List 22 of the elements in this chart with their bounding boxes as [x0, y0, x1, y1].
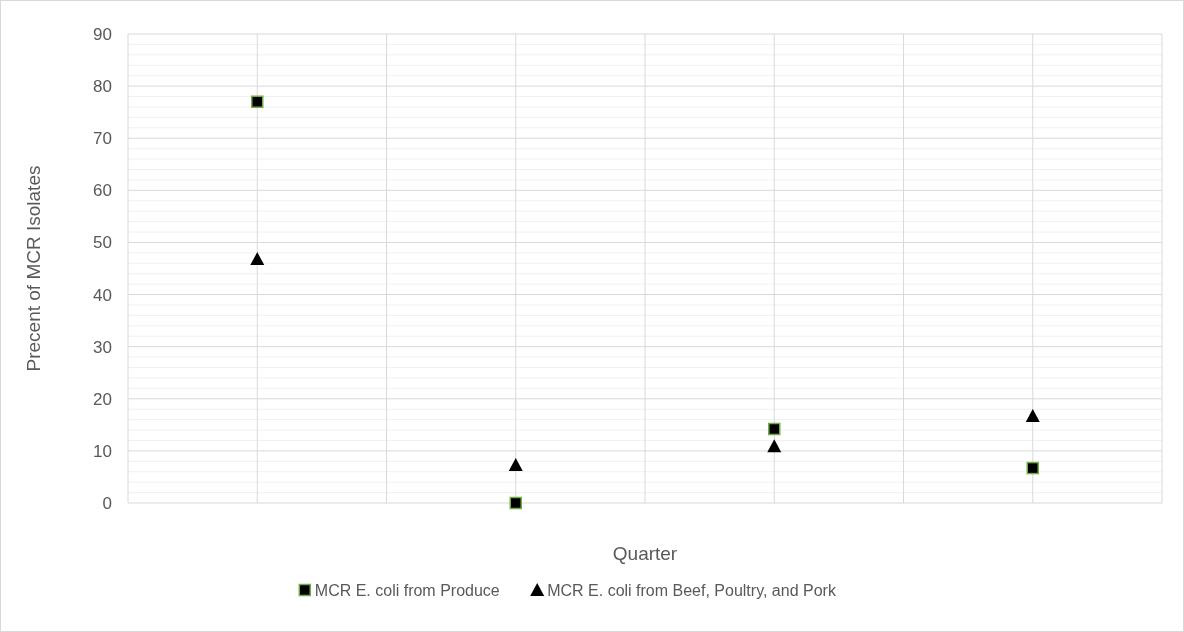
- x-axis-title: Quarter: [612, 543, 678, 564]
- y-tick-label: 60: [93, 181, 112, 201]
- point: [767, 439, 782, 453]
- y-tick-label: 10: [93, 441, 112, 461]
- point: [250, 252, 265, 266]
- y-tick-label: 40: [93, 285, 112, 305]
- y-tick-label: 20: [93, 389, 112, 409]
- point: [508, 457, 523, 471]
- y-tick-label: 70: [93, 129, 112, 149]
- y-tick-label: 80: [93, 77, 112, 97]
- y-tick-label: 90: [93, 24, 112, 44]
- y-axis-title: Precent of MCR Isolates: [23, 165, 44, 372]
- point: [251, 95, 264, 108]
- y-tick-label: 0: [102, 493, 112, 513]
- point: [1026, 461, 1039, 475]
- point: [509, 496, 522, 510]
- legend-label: MCR E. coli from Produce: [314, 581, 500, 599]
- point: [1025, 408, 1040, 422]
- point: [768, 422, 781, 436]
- legend-label: MCR E. coli from Beef, Poultry, and Pork: [547, 581, 837, 599]
- y-tick-label: 30: [93, 337, 112, 357]
- y-tick-label: 50: [93, 233, 112, 253]
